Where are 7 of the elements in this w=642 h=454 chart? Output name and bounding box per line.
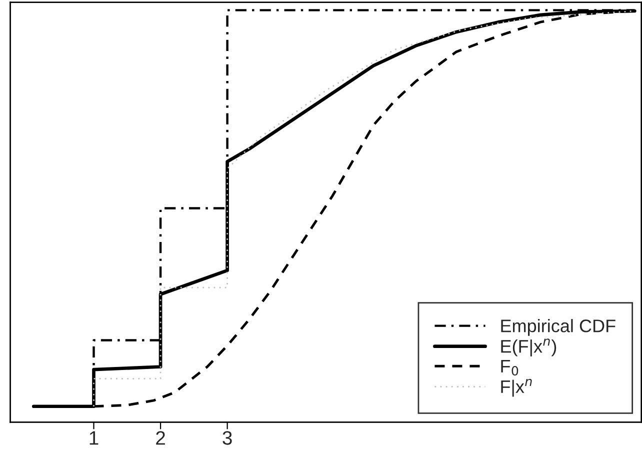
x-tick-label: 3 — [222, 431, 232, 445]
x-tick-label: 1 — [90, 431, 98, 445]
legend-label: F|x$^{n}$ — [501, 378, 532, 397]
legend-label: F$_{0}$ — [501, 360, 518, 376]
legend-label: E(F|x$^{n}$) — [501, 338, 556, 356]
x-tick-label: 2 — [156, 431, 165, 445]
legend-label: Empirical CDF — [501, 319, 616, 336]
